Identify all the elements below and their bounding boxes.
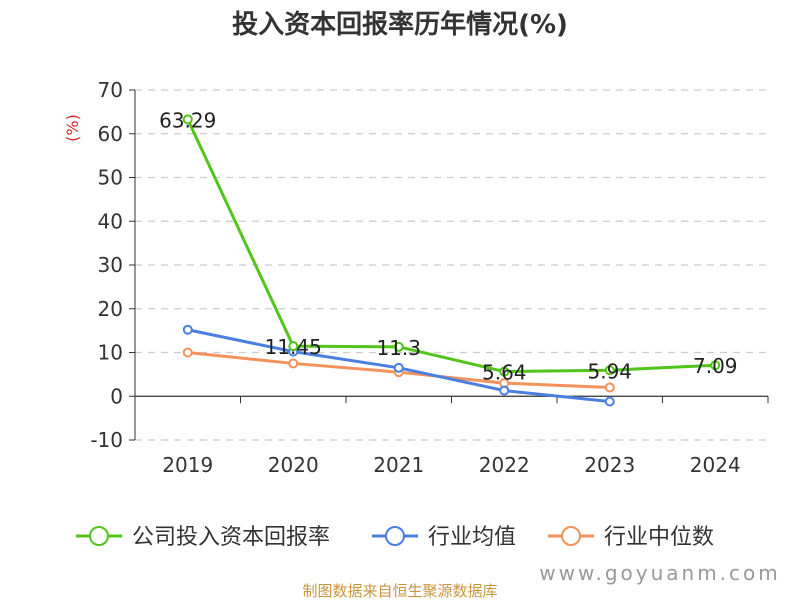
data-label: 11.45 bbox=[265, 335, 322, 359]
legend-swatch-marker bbox=[89, 526, 109, 546]
legend-swatch-marker bbox=[385, 526, 405, 546]
series-lines bbox=[182, 114, 721, 407]
data-point bbox=[710, 360, 721, 371]
x-tick-label: 2019 bbox=[162, 453, 213, 477]
y-tick-label: 40 bbox=[98, 209, 123, 233]
legend-swatch-marker bbox=[561, 526, 581, 546]
y-tick-label: -10 bbox=[90, 428, 123, 452]
x-tick-label: 2020 bbox=[268, 453, 319, 477]
x-tick-label: 2023 bbox=[584, 453, 635, 477]
y-tick-label: 0 bbox=[110, 384, 123, 408]
y-tick-label: 30 bbox=[98, 253, 123, 277]
y-tick-label: 20 bbox=[98, 297, 123, 321]
x-tick-label: 2024 bbox=[690, 453, 741, 477]
chart-title: 投入资本回报率历年情况(%) bbox=[232, 9, 568, 40]
data-label: 5.64 bbox=[482, 361, 527, 385]
data-label: 11.3 bbox=[376, 336, 421, 360]
legend-label: 公司投入资本回报率 bbox=[132, 525, 330, 550]
data-point bbox=[288, 358, 299, 369]
watermark: www.goyuanm.com bbox=[539, 561, 781, 585]
data-label: 7.09 bbox=[693, 354, 738, 378]
data-label: 63.29 bbox=[159, 108, 216, 132]
legend-label: 行业中位数 bbox=[604, 525, 714, 550]
legend-item[interactable]: 行业均值 bbox=[372, 525, 516, 550]
y-axis-unit-label: (%) bbox=[63, 114, 82, 142]
data-point bbox=[182, 324, 193, 335]
data-point bbox=[182, 114, 193, 125]
data-labels: 63.29 11.45 11.3 5.64 5.94 7.09 bbox=[159, 108, 737, 384]
y-tick-label: 70 bbox=[98, 78, 123, 102]
data-point bbox=[182, 347, 193, 358]
legend[interactable]: 公司投入资本回报率 行业均值 行业中位数 bbox=[76, 525, 714, 550]
data-point bbox=[499, 385, 510, 396]
data-point bbox=[604, 396, 615, 407]
data-point bbox=[288, 341, 299, 352]
series-line bbox=[186, 118, 716, 374]
legend-item[interactable]: 行业中位数 bbox=[548, 525, 714, 550]
axes: -10 0 10 20 30 40 50 60 70 2019 2020 2021 2022 2023 20… bbox=[90, 78, 769, 477]
x-tick-label: 2021 bbox=[373, 453, 424, 477]
data-point bbox=[499, 366, 510, 377]
data-label: 5.94 bbox=[587, 359, 632, 383]
y-tick-label: 10 bbox=[98, 341, 123, 365]
source-note: 制图数据来自恒生聚源数据库 bbox=[302, 582, 497, 600]
data-point bbox=[604, 365, 615, 376]
y-tick-label: 60 bbox=[98, 122, 123, 146]
data-point bbox=[604, 382, 615, 393]
legend-item[interactable]: 公司投入资本回报率 bbox=[76, 525, 330, 550]
legend-label: 行业均值 bbox=[428, 525, 516, 550]
y-tick-label: 50 bbox=[98, 166, 123, 190]
grid-lines bbox=[135, 89, 768, 441]
x-tick-label: 2022 bbox=[479, 453, 530, 477]
data-point bbox=[393, 341, 404, 352]
data-point bbox=[393, 362, 404, 373]
